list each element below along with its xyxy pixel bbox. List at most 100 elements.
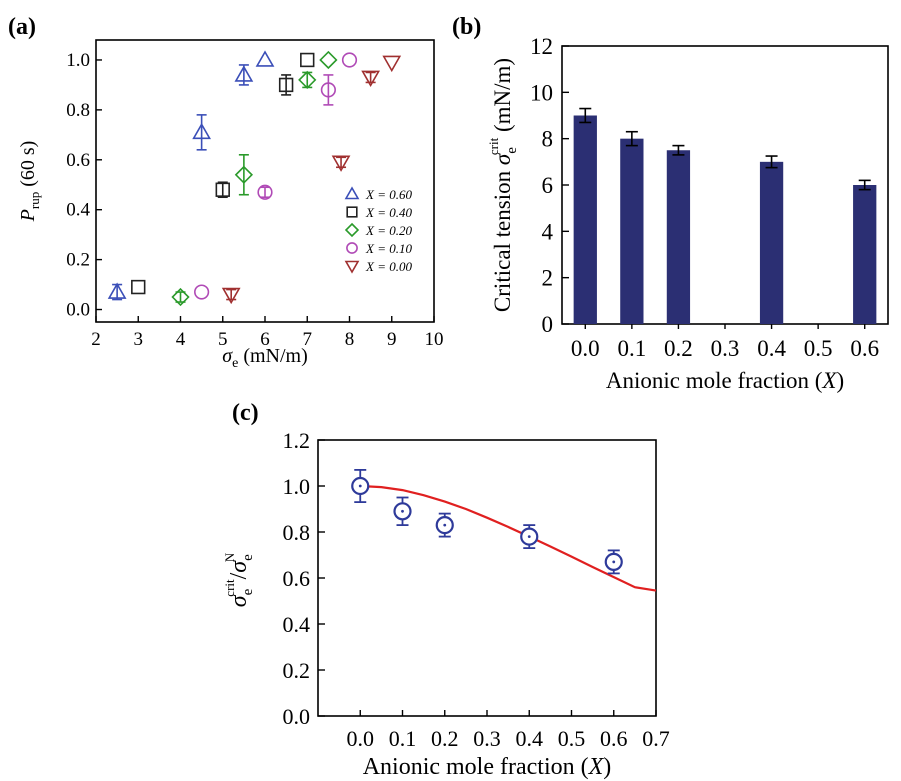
panel-c-point-dot-4 (612, 560, 616, 564)
panel-a-xlabel-sub: e (232, 356, 238, 371)
panel-a-legend-marker-3 (346, 242, 358, 254)
panel-c-ticks: 0.0 0.1 0.2 0.3 0.4 0.5 0.6 0.7 0.0 0.2 0.4 0.6 0.8 1… (283, 428, 670, 751)
panel-a-s3-point-3 (341, 52, 358, 68)
panel-c-xtick-label-1: 0.1 (389, 726, 417, 751)
panel-a-xtick-label-7: 9 (387, 329, 397, 350)
panel-c-xtick-label-2: 0.2 (431, 726, 459, 751)
panel-a-s4-point-3 (382, 55, 402, 73)
panel-c-ytick-label-0: 0.0 (283, 704, 311, 729)
panel-b: (b) 0.0 0.1 0.2 0.3 0.4 0.5 0.6 0 2 4 6 8 10 12 Anion… (452, 14, 889, 393)
panel-c-ytick-label-5: 1.0 (283, 474, 311, 499)
panel-b-ylabel-sub: e (504, 147, 520, 154)
panel-a-s2-point-0 (171, 287, 190, 307)
panel-b-ytick-label-2: 4 (542, 219, 554, 244)
panel-b-ylabel: Critical tension σecrit (mN/m) (486, 58, 520, 312)
panel-c: (c) 0.0 0.1 0.2 0.3 0.4 0.5 0.6 0.7 0.0 0.2 0.4 0.6… (222, 400, 670, 780)
panel-b-bar-2 (666, 150, 691, 324)
panel-a-s0-point-2 (234, 65, 254, 82)
panel-a-ytick-label-2: 0.4 (66, 200, 90, 221)
panel-c-frame (317, 439, 657, 717)
panel-a-s3-point-2 (320, 82, 336, 98)
panel-c-marks (351, 468, 657, 592)
panel-a-legend-label-2: X = 0.20 (365, 223, 412, 238)
panel-c-xtick-label-3: 0.3 (473, 726, 501, 751)
panel-b-xtick-label-0: 0.0 (571, 336, 600, 361)
panel-c-ylabel-sub2: e (240, 554, 256, 561)
panel-a-s0-point-0 (107, 282, 127, 299)
panel-a-ylabel-sub: rup (27, 192, 42, 209)
panel-a-s4-point-2 (361, 70, 381, 88)
panel-c-xlabel: Anionic mole fraction (X) (363, 754, 612, 780)
panel-b-xtick-label-1: 0.1 (617, 336, 646, 361)
panel-b-ytick-label-1: 2 (542, 266, 554, 291)
panel-b-xlabel-text: Anionic mole fraction ( (606, 368, 823, 393)
panel-b-ytick-label-4: 8 (542, 127, 554, 152)
panel-a-legend-label-4: X = 0.00 (365, 259, 412, 274)
panel-a-s1-point-3 (300, 52, 315, 68)
panel-b-ytick-label-0: 0 (542, 312, 554, 337)
panel-a-ytick-label-5: 1.0 (66, 50, 90, 71)
panel-b-ylabel-unit: (mN/m) (490, 58, 515, 138)
panel-a-legend-marker-2 (344, 222, 360, 238)
panel-c-ytick-label-4: 0.8 (283, 520, 311, 545)
panel-c-ylabel: σecrit/σeN (222, 552, 256, 607)
panel-a-s2-point-2 (298, 70, 317, 90)
panel-c-ylabel-sup: crit (222, 579, 237, 597)
panel-c-xtick-label-4: 0.4 (516, 726, 544, 751)
panel-a-s4-point-1 (331, 155, 351, 172)
panel-c-ytick-label-1: 0.2 (283, 658, 311, 683)
panel-b-ylabel-symbol: σ (490, 152, 515, 165)
panel-a: (a) 2 3 4 5 6 7 8 9 10 0.0 0.2 0.4 0.6 0.8 1.0 X = 0.6… (8, 14, 444, 371)
panel-b-ytick-label-6: 12 (530, 34, 553, 59)
panel-b-xtick-label-4: 0.4 (757, 336, 786, 361)
panel-a-xtick-label-4: 6 (260, 329, 270, 350)
panel-a-s3-point-0 (194, 284, 210, 300)
panel-a-ytick-label-4: 0.8 (66, 100, 90, 121)
panel-a-legend-label-1: X = 0.40 (365, 205, 412, 220)
panel-a-legend-label-0: X = 0.60 (365, 187, 412, 202)
panel-a-s1-point-2 (278, 77, 294, 93)
panel-b-bar-0 (573, 115, 597, 324)
panel-b-bar-6 (853, 185, 877, 324)
panel-b-ytick-label-5: 10 (530, 80, 553, 105)
panel-c-xtick-label-7: 0.7 (642, 726, 670, 751)
panel-c-point-dot-3 (527, 535, 531, 538)
panel-a-s3-point-1 (257, 184, 273, 200)
panel-c-fit-line (360, 484, 657, 592)
panel-a-ylabel-symbol: P (17, 209, 39, 222)
panel-b-bar-4 (759, 161, 784, 324)
panel-c-ylabel-slash: / (226, 572, 252, 579)
panel-a-ticks: 2 3 4 5 6 7 8 9 10 0.0 0.2 0.4 0.6 0.8 1.0 (66, 50, 443, 350)
panel-a-xtick-label-5: 7 (303, 329, 313, 350)
panel-c-xtick-label-0: 0.0 (347, 726, 375, 751)
panel-a-ylabel-suffix: (60 s) (17, 141, 39, 192)
panel-a-s0-point-3 (255, 50, 275, 67)
panel-a-xtick-label-3: 5 (218, 329, 228, 350)
panel-b-xlabel: Anionic mole fraction (X) (606, 368, 844, 393)
panel-a-s4-point-0 (221, 287, 241, 305)
panel-c-ylabel-sub: e (240, 588, 256, 595)
panel-a-legend-label-3: X = 0.10 (365, 241, 412, 256)
panel-b-ytick-label-3: 6 (542, 173, 554, 198)
panel-b-bar-1 (620, 138, 644, 324)
panel-b-xtick-label-5: 0.5 (804, 336, 833, 361)
panel-c-label: (c) (232, 400, 259, 426)
panel-a-xtick-label-6: 8 (345, 329, 355, 350)
panel-c-xlabel-text: Anionic mole fraction ( (363, 754, 589, 780)
panel-b-xtick-label-3: 0.3 (711, 336, 740, 361)
panel-c-xlabel-symbol: X (588, 754, 605, 780)
panel-c-point-dot-2 (443, 523, 447, 527)
panel-a-ytick-label-1: 0.2 (66, 250, 90, 271)
panel-a-s2-point-3 (319, 50, 338, 70)
panel-a-legend-marker-0 (344, 186, 360, 200)
panel-c-point-dot-1 (401, 509, 404, 513)
panel-a-ylabel: Prup (60 s) (17, 141, 42, 223)
panel-c-xtick-label-5: 0.5 (558, 726, 586, 751)
panel-a-s1-point-1 (215, 182, 230, 197)
panel-b-xtick-label-6: 0.6 (850, 336, 879, 361)
panel-b-ticks: 0.0 0.1 0.2 0.3 0.4 0.5 0.6 0 2 4 6 8 10 12 (530, 34, 879, 361)
panel-b-frame (561, 45, 889, 325)
panel-a-xtick-label-1: 3 (134, 329, 144, 350)
panel-a-legend: X = 0.60 X = 0.40 X = 0.20 X = 0.10 X = 0.00 (344, 186, 412, 274)
